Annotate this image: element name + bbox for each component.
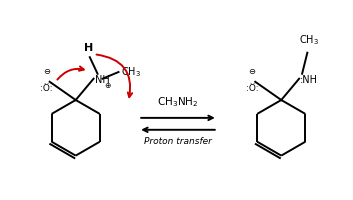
Text: $\oplus$: $\oplus$ [103,81,111,90]
Text: $\cdot\cdot$: $\cdot\cdot$ [43,79,50,85]
Text: NH: NH [95,75,109,85]
Text: CH$_3$: CH$_3$ [120,65,140,79]
Text: :O:: :O: [246,84,258,93]
Text: H: H [84,43,94,53]
Text: CH$_3$: CH$_3$ [299,33,319,47]
Text: $\cdot\cdot$: $\cdot\cdot$ [249,79,256,85]
Text: :O:: :O: [40,84,53,93]
Text: $\ominus$: $\ominus$ [43,67,51,76]
Text: CH$_3$NH$_2$: CH$_3$NH$_2$ [157,95,199,109]
Text: $\ominus$: $\ominus$ [248,67,256,76]
Text: Proton transfer: Proton transfer [144,137,212,146]
Text: :NH: :NH [300,75,318,85]
